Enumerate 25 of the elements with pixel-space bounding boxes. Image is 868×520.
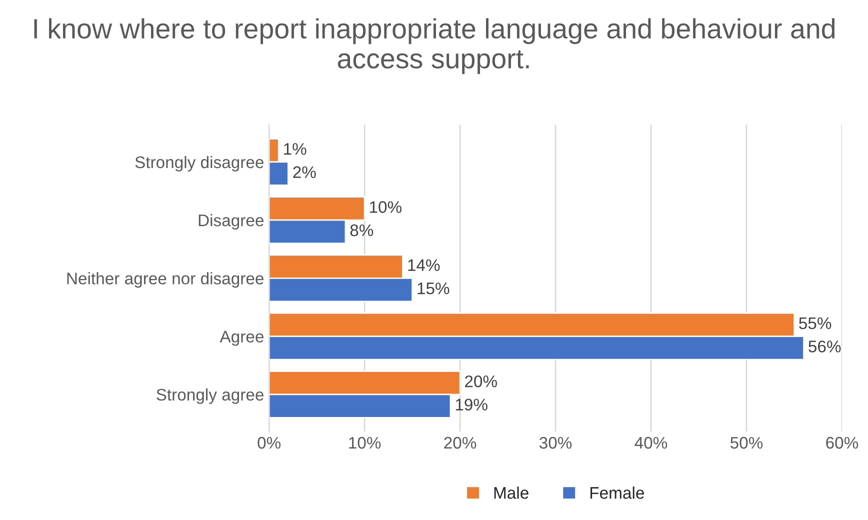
legend-label: Male (494, 486, 528, 499)
data-label: 10% (370, 201, 402, 213)
y-tick-label: Agree (220, 330, 264, 346)
x-tick-label: 40% (634, 436, 668, 449)
chart-title: I know where to report inappropriate language and behaviour and access support. (34, 18, 835, 74)
x-tick-label: 30% (539, 436, 572, 449)
data-label: 20% (465, 375, 497, 388)
data-label: 8% (350, 224, 374, 236)
y-tick-label: Disagree (198, 214, 264, 230)
data-label: 14% (408, 259, 440, 271)
x-tick-label: 50% (730, 436, 763, 449)
legend-label: Female (590, 486, 644, 499)
y-tick-label: Strongly disagree (135, 156, 264, 172)
y-tick-label: Strongly agree (156, 388, 264, 404)
data-label: 56% (808, 340, 841, 352)
data-label: 15% (418, 282, 450, 294)
x-tick-label: 60% (826, 436, 858, 449)
data-label: 2% (293, 166, 316, 178)
y-tick-label: Neither agree nor disagree (67, 272, 264, 288)
data-label: 19% (456, 398, 488, 411)
x-tick-label: 20% (444, 436, 476, 449)
data-label: 1% (284, 143, 306, 155)
data-label: 55% (799, 317, 832, 330)
x-tick-label: 10% (349, 436, 381, 449)
x-tick-label: 0% (258, 436, 281, 449)
